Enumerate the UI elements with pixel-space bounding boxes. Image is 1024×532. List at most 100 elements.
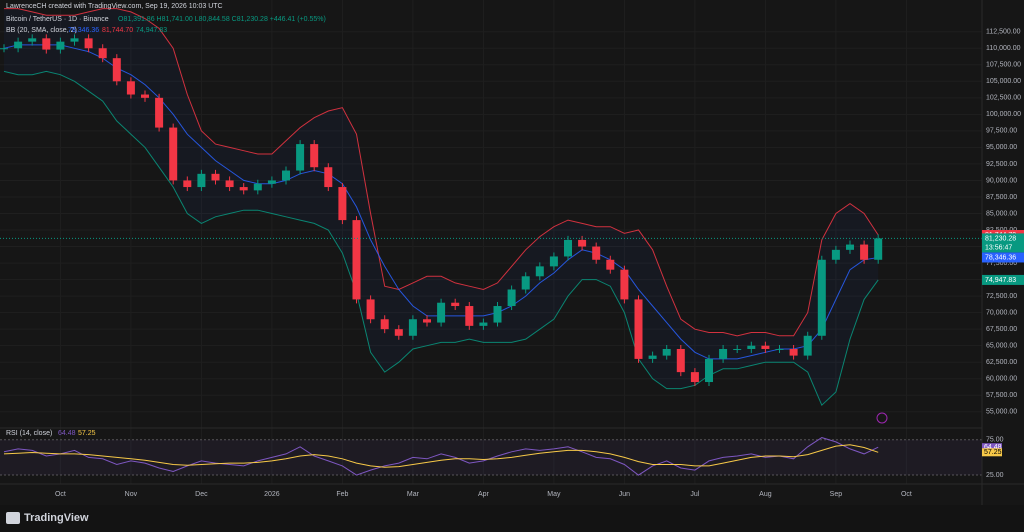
symbol-title: Bitcoin / TetherUS · 1D · Binance [6,16,109,23]
candle-body [126,81,135,95]
y-tick-label: 107,500.00 [986,62,1021,69]
candle-body [789,348,798,356]
candle-body [183,180,192,188]
candle-body [324,167,333,188]
lower-label: 74,947.83 [985,277,1016,284]
candle-body [705,358,713,383]
x-tick-label: Sep [830,491,843,498]
candle-body [479,322,488,326]
footer [0,505,1024,532]
rsi-tick-label: 75.00 [986,437,1004,444]
y-tick-label: 105,000.00 [986,78,1021,85]
candle-body [380,319,389,330]
candle-body [592,246,601,260]
candle-body [634,299,643,359]
bb-lower-value: 74,947.83 [136,27,167,34]
candle-body [860,244,869,260]
x-tick-label: Oct [55,491,66,498]
rsi-ma-label: 57.25 [984,449,1002,456]
basis-label-box [982,252,1024,263]
y-tick-label: 112,500.00 [986,29,1021,36]
close-label: 81,230.28 [985,235,1016,242]
x-tick-label: Feb [336,491,348,498]
candle-body [169,127,178,181]
y-tick-label: 57,500.00 [986,392,1017,399]
rsi-tick-label: 25.00 [986,472,1004,479]
candle-body [846,244,854,250]
bb-upper [4,8,879,337]
rsi-band [0,439,982,476]
candle-body [14,41,23,49]
candle-body [761,345,770,349]
candle-body [662,348,671,356]
x-tick-label: Apr [478,491,490,498]
candle-body [564,239,572,257]
candle-body [197,173,206,188]
bb-upper-value: 81,744.70 [102,27,133,34]
rsi-rsi-box [982,443,1002,452]
candle-body [493,306,502,323]
bb-fill [4,8,879,406]
candle-body [648,355,657,359]
candle-body [0,48,8,50]
ohlc: O81,391.86 H81,741.00 L80,844.58 C81,230… [118,16,326,23]
candle-body [211,173,220,181]
y-tick-label: 110,000.00 [986,45,1021,52]
candle-body [352,220,361,300]
candle-body [141,94,149,98]
candle-body [733,348,742,350]
x-tick-label: Nov [125,491,138,498]
candle-body [775,348,784,350]
candle-body [690,372,699,383]
candle-body [817,259,826,336]
event-icon[interactable] [876,412,888,424]
brand-logo [6,512,20,524]
candle-body [408,319,417,336]
rsi-ma-box [982,448,1002,457]
rsi-value: 64.48 [58,430,76,437]
candle-body [803,335,812,356]
candle-body [747,345,756,349]
plot [0,8,982,476]
x-tick-label: Jun [619,491,630,498]
candle-body [465,306,474,326]
candle-body [56,41,65,50]
x-tick-label: Oct [901,491,912,498]
brand: TradingView [24,512,89,524]
x-tick-label: Mar [407,491,420,498]
candle-body [296,144,305,171]
candle-body [451,302,460,307]
candle-body [507,289,516,307]
basis-label: 78,346.36 [985,254,1016,261]
rsi-title: RSI (14, close) [6,430,52,437]
countdown: 13:56:47 [985,244,1012,251]
y-tick-label: 90,000.00 [986,177,1017,184]
close-label-box [982,233,1024,253]
y-tick-label: 70,000.00 [986,309,1017,316]
x-tick-label: May [547,491,561,498]
y-tick-label: 72,500.00 [986,293,1017,300]
y-tick-label: 87,500.00 [986,194,1017,201]
candle-body [267,180,276,184]
candle-body [239,187,248,191]
y-tick-label: 60,000.00 [986,376,1017,383]
x-tick-label: Aug [759,491,772,498]
y-tick-label: 92,500.00 [986,161,1017,168]
candle-body [225,180,234,188]
rsi-rsi-label: 64.48 [984,444,1002,451]
y-tick-label: 62,500.00 [986,359,1017,366]
candle-body [366,299,375,320]
y-tick-label: 102,500.00 [986,95,1021,102]
rsi-rsi [3,437,879,476]
candle-body [549,256,558,267]
candle-body [535,266,544,277]
y-tick-label: 65,000.00 [986,343,1017,350]
candle-body [253,183,262,191]
candle-body [112,58,121,82]
rsi-ma-value: 57.25 [78,430,96,437]
y-tick-label: 77,500.00 [986,260,1017,267]
y-tick-label: 97,500.00 [986,128,1017,135]
candle-body [719,348,728,359]
candle-body [282,170,290,181]
